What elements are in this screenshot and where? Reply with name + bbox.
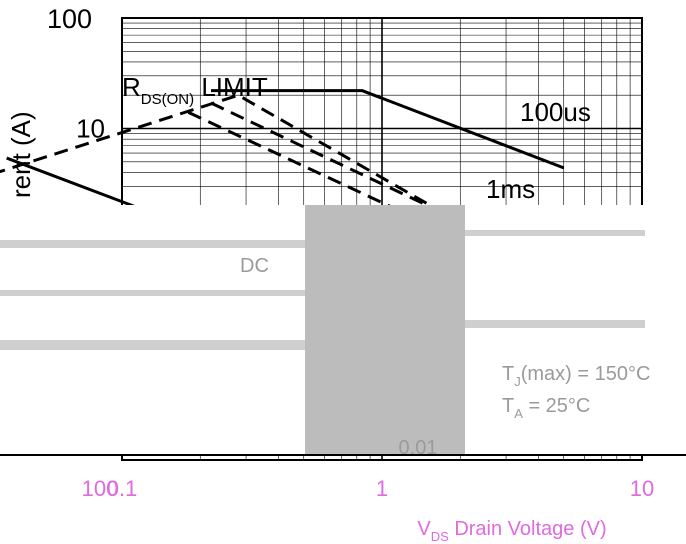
glitch-band: [0, 205, 686, 456]
ta-label: TA = 25°C: [502, 395, 590, 421]
bottom-left-label: 100: [82, 476, 119, 501]
series-line-0: [211, 89, 565, 170]
x-axis-label: VDS Drain Voltage (V): [417, 518, 606, 544]
y-tick-labels: 10: [76, 114, 105, 144]
series-line-2: [0, 93, 482, 236]
x-tick-labels: 0.1 1 10: [107, 476, 655, 501]
x-tick-label: 1: [376, 476, 388, 501]
y-axis-label: rent (A): [6, 111, 36, 198]
100us-label: 100us: [520, 97, 591, 127]
1ms-label: 1ms: [486, 174, 535, 204]
y-tick-label: 10: [76, 114, 105, 144]
top-y-label: 100: [47, 4, 92, 34]
rds-on-limit-label: RDS(ON) LIMIT: [122, 72, 268, 108]
x-tick-label: 0.1: [107, 476, 138, 501]
y-bottom-label: 0.01: [399, 437, 438, 459]
x-tick-label: 10: [630, 476, 654, 501]
dc-label: DC: [240, 255, 269, 277]
tj-max-label: TJ(max) = 150°C: [502, 363, 650, 389]
